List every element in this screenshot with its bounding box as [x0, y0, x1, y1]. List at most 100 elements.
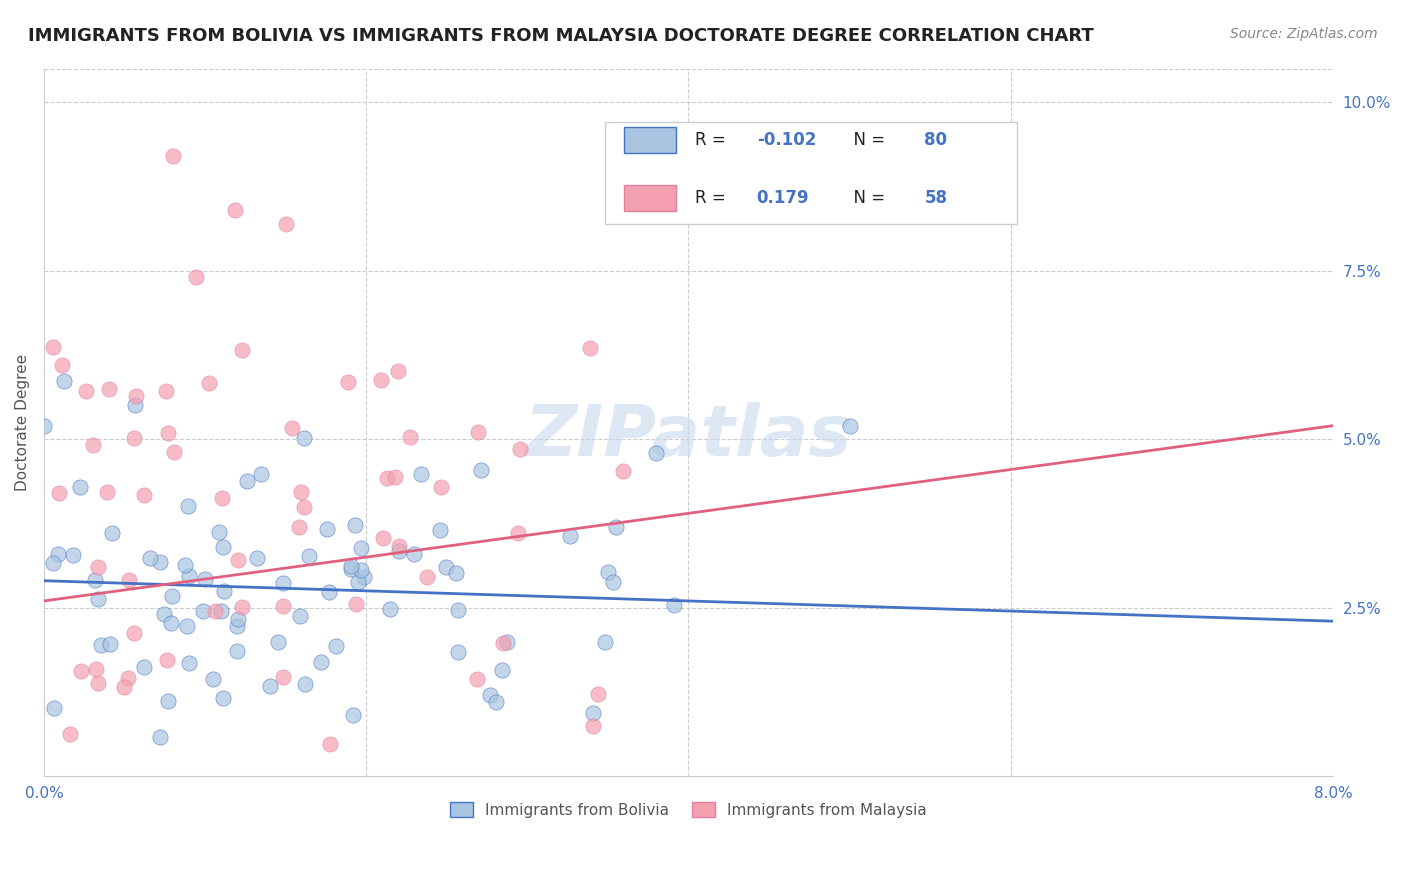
Point — [370, 373, 392, 387]
Point — [315, 522, 337, 536]
Point — [411, 467, 433, 481]
Y-axis label: Doctorate Degree: Doctorate Degree — [15, 354, 30, 491]
FancyBboxPatch shape — [624, 185, 675, 211]
Point — [98, 636, 121, 650]
Point — [231, 600, 253, 615]
Point — [387, 364, 409, 378]
Point — [388, 543, 411, 558]
Point — [353, 569, 375, 583]
Point — [470, 463, 492, 477]
Point — [388, 540, 411, 554]
Point — [225, 619, 247, 633]
Point — [69, 664, 91, 678]
Point — [602, 574, 624, 589]
Point — [508, 526, 530, 541]
Point — [292, 431, 315, 445]
Point — [209, 604, 232, 618]
Point — [62, 549, 84, 563]
Point — [384, 470, 406, 484]
Point — [124, 626, 146, 640]
Point — [34, 419, 56, 434]
Point — [124, 398, 146, 412]
Point — [59, 727, 82, 741]
FancyBboxPatch shape — [624, 127, 675, 153]
Point — [148, 730, 170, 744]
Point — [132, 488, 155, 502]
Point — [118, 573, 141, 587]
Point — [294, 677, 316, 691]
Point — [231, 343, 253, 358]
Text: ZIPatlas: ZIPatlas — [524, 402, 852, 471]
Point — [596, 566, 619, 580]
Point — [325, 639, 347, 653]
Point — [444, 566, 467, 581]
Point — [467, 673, 489, 687]
Point — [373, 531, 395, 545]
Point — [226, 553, 249, 567]
Point — [350, 563, 373, 577]
Point — [509, 442, 531, 456]
Point — [485, 695, 508, 709]
Point — [593, 634, 616, 648]
Point — [340, 562, 363, 576]
Point — [447, 603, 470, 617]
Text: 0.179: 0.179 — [756, 189, 810, 207]
Point — [344, 597, 367, 611]
Point — [157, 425, 180, 440]
Point — [378, 602, 401, 616]
Point — [292, 500, 315, 514]
Point — [612, 464, 634, 478]
Point — [246, 550, 269, 565]
Point — [271, 670, 294, 684]
Point — [281, 420, 304, 434]
Point — [162, 149, 184, 163]
Point — [298, 549, 321, 563]
Point — [311, 655, 333, 669]
Point — [274, 217, 297, 231]
Point — [84, 662, 107, 676]
FancyBboxPatch shape — [605, 121, 1017, 224]
Point — [41, 340, 63, 354]
Point — [337, 375, 360, 389]
Point — [581, 706, 603, 721]
Point — [375, 471, 398, 485]
Point — [125, 389, 148, 403]
Point — [42, 700, 65, 714]
Point — [204, 603, 226, 617]
Point — [191, 603, 214, 617]
Point — [318, 585, 340, 599]
Point — [53, 374, 76, 388]
Point — [290, 484, 312, 499]
Point — [350, 541, 373, 556]
Text: N =: N = — [844, 189, 890, 207]
Point — [163, 445, 186, 459]
Point — [198, 376, 221, 391]
Point — [434, 560, 457, 574]
Point — [402, 548, 425, 562]
Text: R =: R = — [695, 131, 731, 149]
Point — [46, 547, 69, 561]
Point — [69, 480, 91, 494]
Point — [156, 653, 179, 667]
Point — [578, 342, 600, 356]
Point — [139, 551, 162, 566]
Point — [250, 467, 273, 481]
Point — [177, 499, 200, 513]
Point — [662, 598, 685, 612]
Point — [174, 558, 197, 573]
Point — [838, 418, 860, 433]
Point — [42, 557, 65, 571]
Point — [558, 529, 581, 543]
Point — [177, 657, 200, 671]
Point — [340, 559, 363, 574]
Text: 58: 58 — [924, 189, 948, 207]
Point — [155, 384, 177, 398]
Point — [207, 524, 229, 539]
Text: Source: ZipAtlas.com: Source: ZipAtlas.com — [1230, 27, 1378, 41]
Point — [342, 707, 364, 722]
Point — [343, 517, 366, 532]
Point — [201, 672, 224, 686]
Point — [605, 520, 627, 534]
Point — [214, 584, 236, 599]
Point — [82, 437, 104, 451]
